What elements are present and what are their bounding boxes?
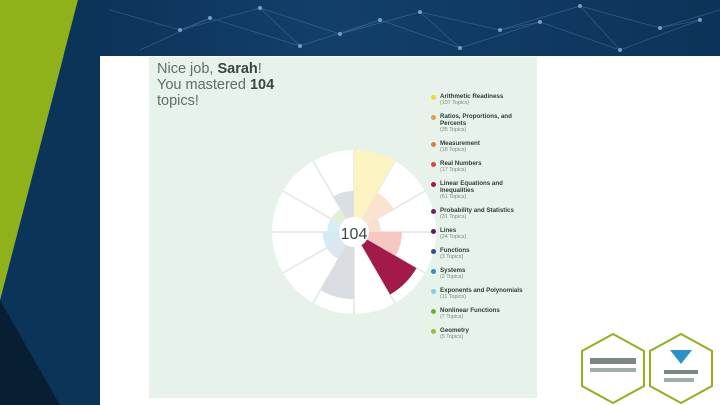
legend-topic-count: (5 Topics) [440, 334, 464, 340]
legend-topic-count: (35 Topics) [440, 127, 467, 133]
legend-swatch-icon [431, 182, 436, 187]
legend-topic-count: (3 Topics) [440, 254, 464, 260]
legend-item: Real Numbers (17 Topics) [430, 160, 535, 173]
legend-item: Arithmetic Readiness (107 Topics) [430, 93, 535, 106]
legend-topic-count: (31 Topics) [440, 214, 467, 220]
legend-topic-count: (7 Topics) [440, 314, 464, 320]
certification-badge-icon [581, 332, 645, 405]
headline-text: ! [257, 61, 262, 77]
pie-slice [354, 150, 395, 220]
pie-slice [322, 232, 342, 248]
chart-center [339, 217, 369, 247]
legend-swatch-icon [431, 249, 436, 254]
legend-label: Functions [440, 247, 470, 254]
left-decoration [0, 0, 100, 405]
legend-label: Arithmetic Readiness [440, 93, 504, 100]
legend-topic-count: (11 Topics) [440, 294, 466, 300]
legend-swatch-icon [431, 229, 436, 234]
legend-label: Ratios, Proportions, and Percents [440, 113, 512, 127]
legend-item: Lines (24 Topics) [430, 227, 535, 240]
pie-slice [320, 244, 354, 300]
legend-swatch-icon [431, 289, 436, 294]
pie-slice [326, 239, 347, 260]
pie-slice [366, 218, 381, 232]
legend-topic-count: (24 Topics) [440, 234, 467, 240]
topics-pie-chart: 104 [272, 150, 436, 314]
legend-label: Real Numbers [440, 160, 482, 167]
chart-grid-line [282, 238, 342, 274]
legend-item: Linear Equations and Inequalities (61 Top… [430, 180, 535, 200]
legend-item: Functions (3 Topics) [430, 247, 535, 260]
chart-grid-line [366, 190, 426, 226]
legend-swatch-icon [431, 142, 436, 147]
pie-slice [361, 192, 394, 225]
header-banner [0, 0, 720, 56]
legend-swatch-icon [431, 162, 436, 167]
legend-topic-count: (61 Topics) [440, 194, 467, 200]
legend-label: Geometry [440, 327, 469, 334]
headline-text: Nice job, [157, 61, 218, 77]
legend-topic-count: (2 Topics) [440, 274, 464, 280]
achieve-badge-icon [649, 332, 713, 405]
network-pattern-icon [109, 4, 720, 52]
mastery-headline: Nice job, Sarah! You mastered 104 topics… [157, 61, 274, 109]
center-count-label: 104 [341, 226, 368, 243]
mastery-summary-panel: Nice job, Sarah! You mastered 104 topics… [149, 57, 537, 398]
legend-item: Nonlinear Functions (7 Topics) [430, 307, 535, 320]
headline-text: You mastered [157, 77, 250, 93]
legend-item: Geometry (5 Topics) [430, 327, 535, 340]
legend-label: Exponents and Polynomials [440, 287, 523, 294]
legend-swatch-icon [431, 329, 436, 334]
legend-swatch-icon [431, 95, 436, 100]
headline-text: topics! [157, 93, 199, 109]
pie-slice [327, 218, 342, 232]
legend-label: Systems [440, 267, 466, 274]
pie-slice [330, 208, 347, 225]
partner-badges [581, 332, 713, 405]
legend-label: Probability and Statistics [440, 207, 514, 214]
legend-label: Linear Equations and Inequalities [440, 180, 503, 194]
legend-label: Nonlinear Functions [440, 307, 500, 314]
legend-swatch-icon [431, 309, 436, 314]
legend-topic-count: (107 Topics) [440, 100, 470, 106]
pie-slice [366, 232, 402, 256]
legend-swatch-icon [431, 115, 436, 120]
legend-topic-count: (17 Topics) [440, 167, 467, 173]
legend-item: Exponents and Polynomials (11 Topics) [430, 287, 535, 300]
pie-slice [361, 239, 417, 295]
legend-topic-count: (18 Topics) [440, 147, 467, 153]
chart-grid-line [282, 190, 342, 226]
user-name: Sarah [217, 61, 258, 77]
legend-swatch-icon [431, 269, 436, 274]
pie-slice [333, 190, 354, 220]
chart-legend: Arithmetic Readiness (107 Topics) Ratios, … [430, 93, 535, 347]
legend-label: Measurement [440, 140, 480, 147]
legend-item: Ratios, Proportions, and Percents (35 Top… [430, 113, 535, 133]
legend-swatch-icon [431, 209, 436, 214]
legend-item: Probability and Statistics (31 Topics) [430, 207, 535, 220]
legend-label: Lines [440, 227, 457, 234]
legend-item: Measurement (18 Topics) [430, 140, 535, 153]
legend-item: Systems (2 Topics) [430, 267, 535, 280]
topic-count: 104 [249, 77, 275, 93]
